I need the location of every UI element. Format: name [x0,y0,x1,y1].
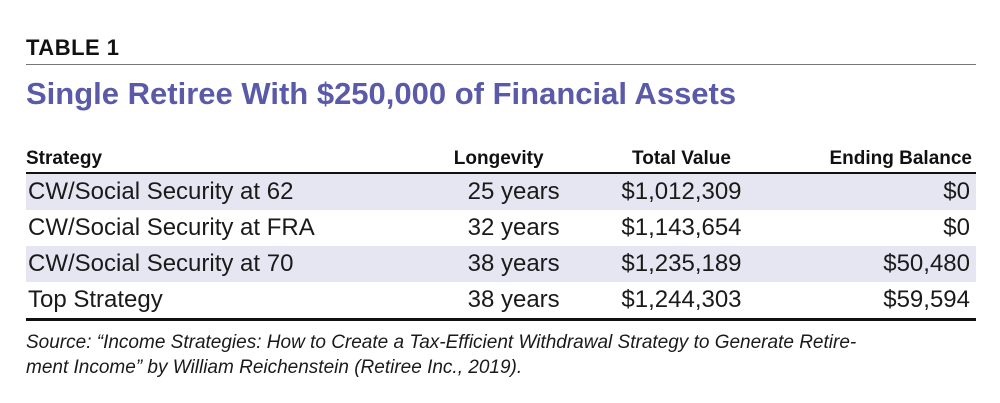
cell-total-value: $1,235,189 [581,246,782,282]
cell-strategy: Top Strategy [26,282,417,321]
table-label: TABLE 1 [26,35,120,60]
cell-strategy: CW/Social Security at 62 [26,173,417,210]
table-row: Top Strategy 38 years $1,244,303 $59,594 [26,282,976,321]
table-title: Single Retiree With $250,000 of Financia… [26,76,737,111]
cell-longevity: 32 years [467,214,560,241]
table-header-row: Strategy Longevity Total Value Ending Ba… [26,146,976,174]
table-row: CW/Social Security at FRA 32 years $1,14… [26,210,976,246]
column-header-longevity: Longevity [416,146,582,174]
label-divider [26,64,976,65]
cell-total-value: $1,244,303 [581,282,782,321]
cell-total-value: $1,143,654 [621,214,742,241]
table-row: CW/Social Security at 62 25 years $1,012… [26,173,976,210]
data-table: Strategy Longevity Total Value Ending Ba… [26,146,976,321]
cell-longevity: 25 years [416,173,582,210]
cell-strategy: CW/Social Security at FRA [28,214,315,241]
cell-strategy: CW/Social Security at 70 [26,246,417,282]
column-header-total-value: Total Value [581,146,782,174]
cell-longevity: 38 years [416,282,582,321]
cell-ending-balance: $50,480 [781,246,976,282]
cell-ending-balance: $0 [781,173,976,210]
cell-ending-balance: $0 [943,214,970,241]
column-header-ending-balance: Ending Balance [781,146,976,174]
source-note: Source: “Income Strategies: How to Creat… [26,330,976,380]
table-row: CW/Social Security at 70 38 years $1,235… [26,246,976,282]
cell-total-value: $1,012,309 [581,173,782,210]
cell-longevity: 38 years [416,246,582,282]
source-line-2: ment Income” by William Reichenstein (Re… [26,357,523,378]
column-header-strategy: Strategy [26,146,417,174]
cell-ending-balance: $59,594 [781,282,976,321]
source-line-1: Source: “Income Strategies: How to Creat… [26,332,857,353]
